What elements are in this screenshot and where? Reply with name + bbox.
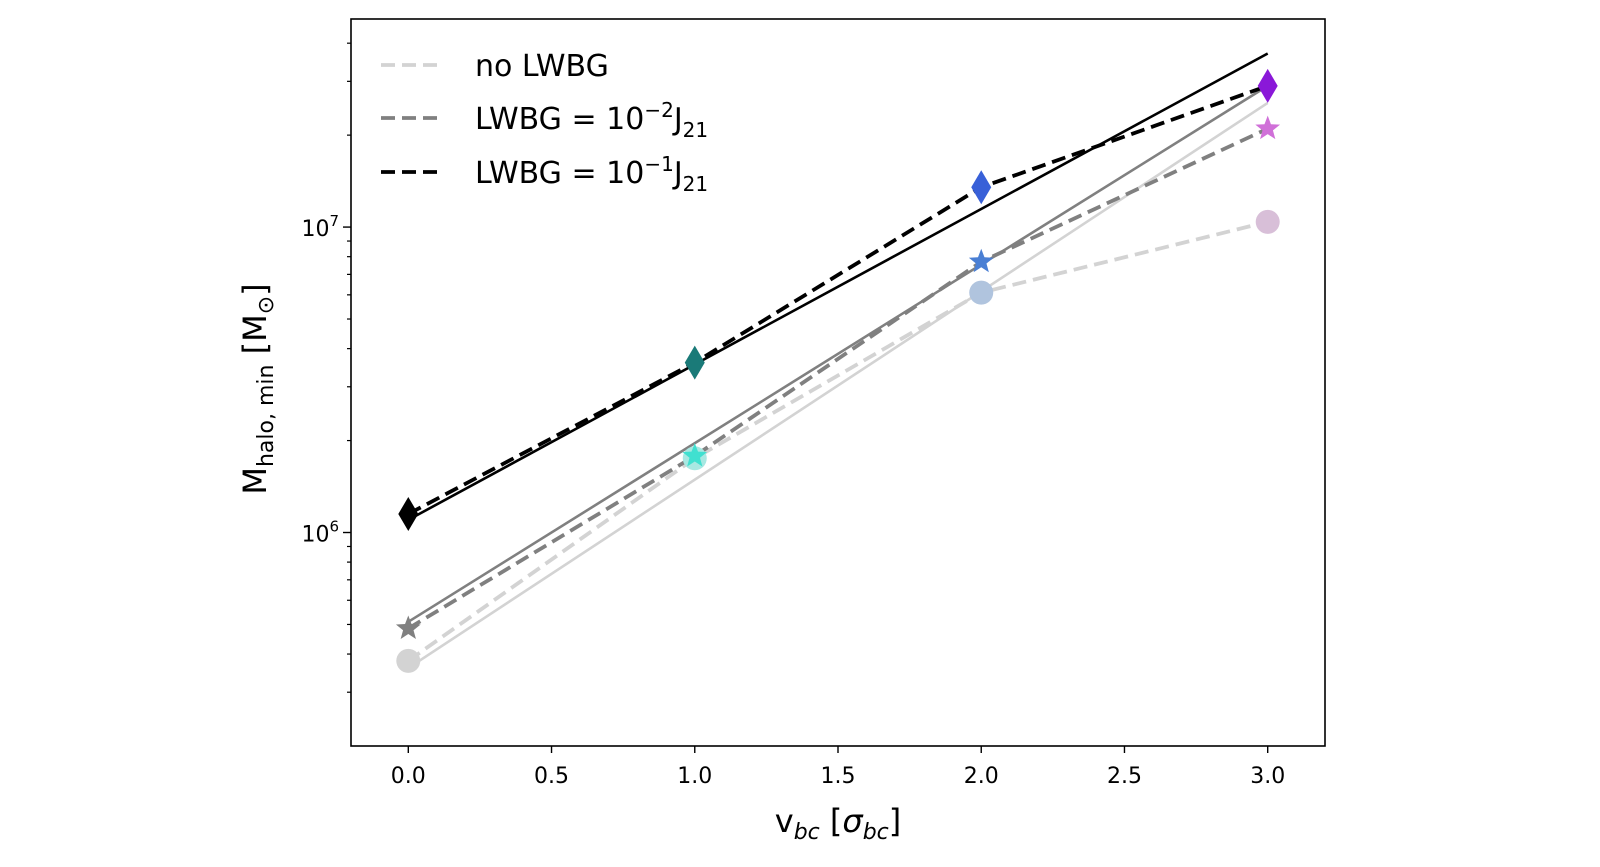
legend-label-suffix: J bbox=[672, 156, 683, 191]
x-tick-label: 0.5 bbox=[534, 764, 569, 789]
diamond-marker bbox=[684, 345, 705, 380]
legend-label-base: 10 bbox=[606, 102, 644, 137]
legend-label: LWBG = 10−2J21 bbox=[475, 98, 708, 142]
star-marker bbox=[395, 615, 421, 640]
x-tick-label: 2.0 bbox=[964, 764, 999, 789]
y-tick-label-base: 10 bbox=[301, 217, 329, 242]
x-tick-label: 3.0 bbox=[1250, 764, 1285, 789]
y-axis-label-main: M bbox=[236, 467, 274, 495]
star-marker bbox=[968, 248, 994, 273]
star-marker bbox=[1255, 115, 1281, 140]
y-axis-label-unit-open: [M bbox=[236, 314, 274, 364]
data-line bbox=[407, 126, 1269, 631]
legend-label-prefix: LWBG = bbox=[475, 102, 606, 137]
y-axis-label: Mhalo, min [M⊙] bbox=[236, 283, 279, 494]
fit-line bbox=[407, 101, 1269, 670]
y-tick-label-exponent: 7 bbox=[329, 212, 339, 230]
legend-label-exponent: −1 bbox=[644, 152, 673, 176]
legend-label-base: 10 bbox=[606, 156, 644, 191]
legend-label-prefix: no LWBG bbox=[475, 49, 609, 84]
circle-marker bbox=[396, 648, 421, 673]
y-tick-label: 107 bbox=[301, 212, 339, 242]
legend-label-prefix: LWBG = bbox=[475, 156, 606, 191]
x-axis-label: vbc [σbc] bbox=[775, 802, 901, 845]
diamond-marker bbox=[971, 170, 992, 205]
legend-label-suffix: J bbox=[672, 102, 683, 137]
legend-label: no LWBG bbox=[475, 49, 609, 84]
data-line bbox=[407, 220, 1269, 663]
circle-marker bbox=[1255, 209, 1280, 234]
star-marker bbox=[682, 443, 708, 467]
legend-label: LWBG = 10−1J21 bbox=[475, 152, 708, 196]
x-axis-label-sigma: σ bbox=[842, 802, 864, 840]
x-axis-label-close: ] bbox=[889, 802, 901, 840]
x-tick-label: 1.0 bbox=[677, 764, 712, 789]
legend-label-exponent: −2 bbox=[644, 98, 673, 122]
y-axis-label-unit-sub: ⊙ bbox=[254, 296, 279, 314]
legend-label-subscript: 21 bbox=[683, 118, 708, 142]
x-tick-label: 0.0 bbox=[391, 764, 426, 789]
x-axis-ticks: 0.0 0.5 1.0 1.5 2.0 2.5 3.0 bbox=[391, 746, 1285, 789]
plot-lines bbox=[407, 52, 1269, 670]
legend-label-subscript: 21 bbox=[683, 172, 708, 196]
y-tick-label-exponent: 6 bbox=[329, 518, 339, 536]
x-axis-label-sigma-sub: bc bbox=[863, 820, 889, 845]
y-tick-label-base: 10 bbox=[301, 523, 329, 548]
x-tick-label: 2.5 bbox=[1107, 764, 1142, 789]
diamond-marker bbox=[1257, 68, 1278, 103]
data-line bbox=[407, 84, 1269, 516]
fit-line bbox=[407, 84, 1269, 623]
circle-marker bbox=[969, 280, 994, 305]
x-tick-label: 1.5 bbox=[821, 764, 856, 789]
x-axis-label-sub: bc bbox=[794, 820, 820, 845]
y-axis-label-sub: halo, min bbox=[254, 365, 279, 467]
x-axis-label-open: [ bbox=[820, 802, 843, 840]
x-axis-label-main: v bbox=[775, 802, 794, 840]
diamond-marker bbox=[398, 496, 419, 531]
y-tick-label: 106 bbox=[301, 518, 339, 548]
fit-line bbox=[407, 52, 1269, 522]
plot-markers bbox=[395, 68, 1281, 673]
y-axis-label-unit-close: ] bbox=[236, 283, 274, 295]
